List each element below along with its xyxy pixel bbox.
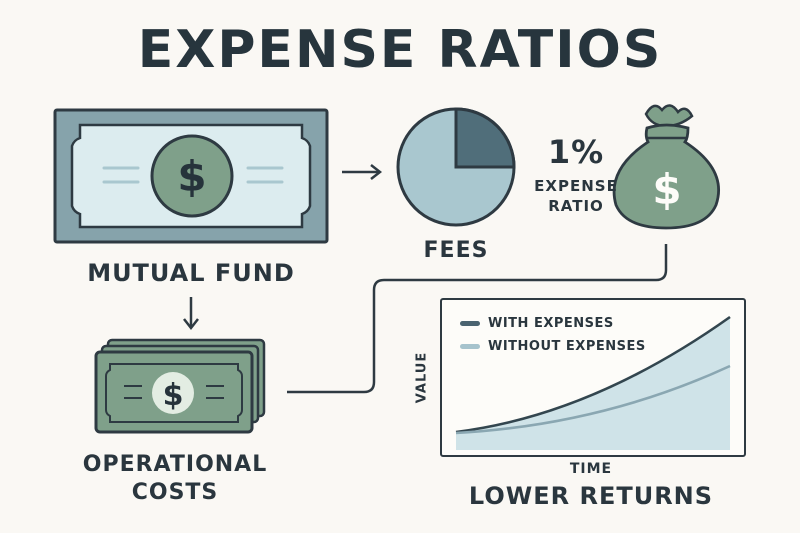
dollar-symbol: $ [652, 165, 681, 214]
chart-caption: LOWER RETURNS [468, 482, 714, 510]
legend-label: WITHOUT EXPENSES [488, 339, 646, 354]
pie-fee-slice [454, 107, 516, 169]
with-expenses-line [455, 315, 731, 434]
without-expenses-line [455, 364, 731, 435]
legend-item-without-expenses: WITHOUT EXPENSES [460, 339, 646, 354]
without-expenses-area [456, 317, 730, 450]
arrow-right-icon [342, 164, 383, 180]
dollar-symbol: $ [163, 378, 184, 413]
money-bag-icon: $ [612, 104, 720, 230]
banknote-icon: $ [53, 108, 329, 244]
ratio-line2: RATIO [548, 197, 604, 215]
returns-chart: WITH EXPENSES WITHOUT EXPENSES [440, 298, 746, 457]
fees-label: FEES [423, 238, 489, 263]
connector-line [287, 244, 668, 394]
mutual-fund-label: MUTUAL FUND [87, 259, 295, 287]
fees-pie-chart [396, 107, 516, 227]
operational-costs-line1: OPERATIONAL [82, 452, 268, 477]
cash-stack-icon: $ [94, 338, 266, 434]
ratio-percent: 1% [547, 133, 605, 171]
ratio-line1: EXPENSE [534, 177, 618, 195]
legend-label: WITH EXPENSES [488, 316, 614, 331]
legend-swatch [460, 344, 480, 349]
page-title: EXPENSE RATIOS [137, 20, 663, 80]
chart-ylabel: VALUE [414, 351, 430, 404]
returns-chart-plot [455, 315, 731, 450]
legend-swatch [460, 321, 480, 326]
chart-xlabel: TIME [569, 461, 613, 477]
operational-costs-line2: COSTS [131, 480, 219, 505]
dollar-symbol: $ [177, 152, 206, 201]
legend-item-with-expenses: WITH EXPENSES [460, 316, 614, 331]
arrow-down-icon [183, 297, 199, 331]
